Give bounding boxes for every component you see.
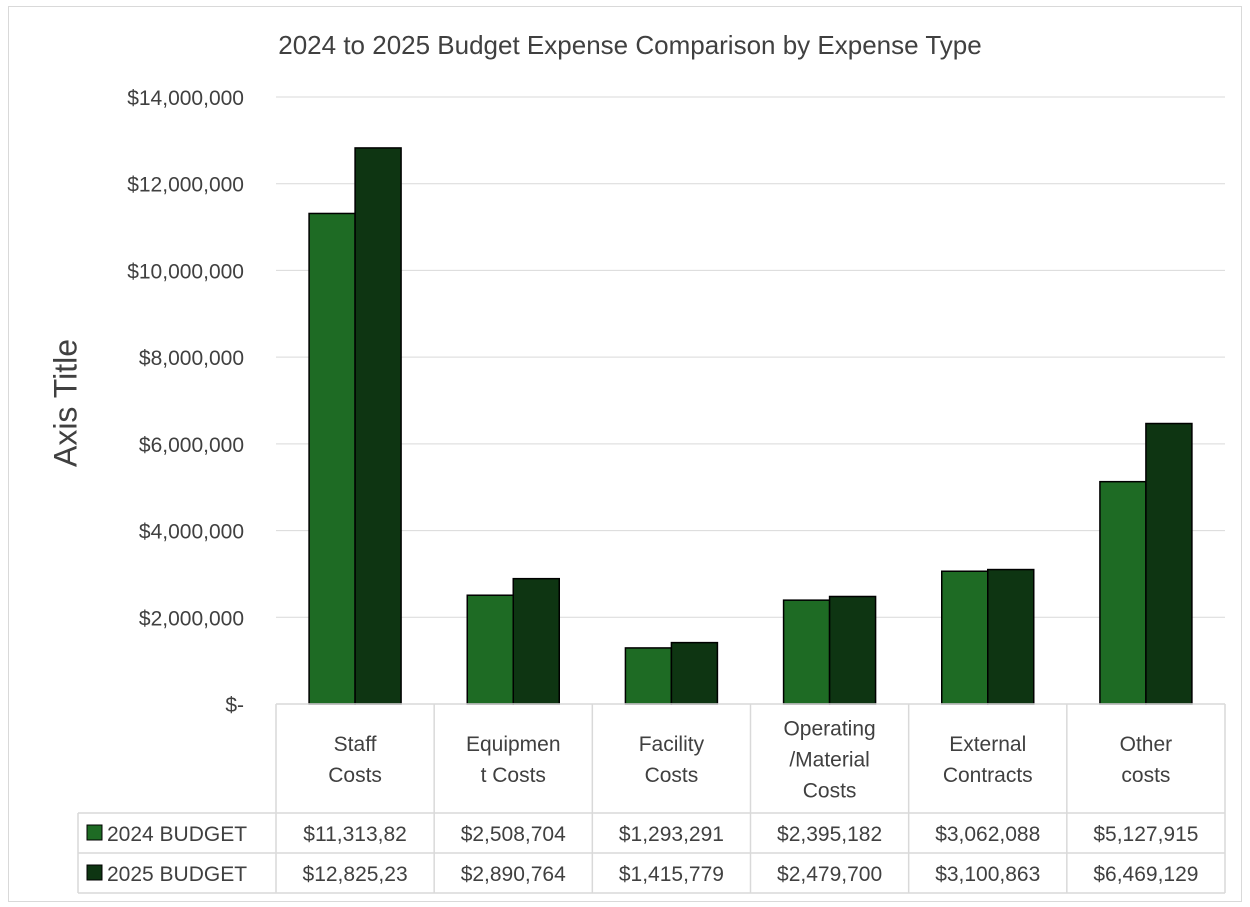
bar-2025 [1145, 422, 1193, 705]
data-table-value: $11,313,82 [303, 823, 407, 846]
data-table-value: $3,062,088 [935, 823, 1040, 846]
chart-frame [8, 6, 1242, 902]
bar-2024 [1099, 480, 1147, 705]
bar-2025 [670, 641, 719, 705]
y-tick-label: $10,000,000 [127, 260, 244, 283]
bar-2024 [624, 647, 673, 705]
legend-key-2024 [86, 824, 103, 841]
bar-2025 [987, 568, 1035, 705]
category-label: Costs [803, 780, 857, 803]
data-table-value: $2,890,764 [461, 863, 566, 886]
y-tick-label: $2,000,000 [139, 607, 244, 630]
bar-2024 [308, 212, 356, 705]
bar-2024 [941, 570, 989, 705]
bar-2024 [466, 594, 514, 705]
data-table-value: $12,825,23 [303, 863, 408, 886]
data-table-value: $3,100,863 [935, 863, 1040, 886]
category-label: Other [1120, 733, 1173, 756]
data-table-value: $1,293,291 [619, 823, 724, 846]
bar-2025 [354, 147, 402, 705]
bar-2024 [782, 599, 831, 705]
series-name: 2024 BUDGET [107, 823, 247, 846]
y-tick-label: $- [225, 694, 244, 717]
series-name: 2025 BUDGET [107, 863, 247, 886]
category-label: t Costs [481, 764, 546, 787]
category-label: Operating [783, 718, 875, 741]
category-label: Staff [334, 733, 377, 756]
y-tick-label: $12,000,000 [127, 174, 244, 197]
data-table-value: $6,469,129 [1093, 863, 1198, 886]
category-label: /Material [789, 749, 870, 772]
bar-2025 [828, 595, 877, 705]
data-table-value: $2,508,704 [461, 823, 566, 846]
y-tick-label: $14,000,000 [127, 87, 244, 110]
category-label: Contracts [943, 764, 1033, 787]
y-tick-label: $8,000,000 [139, 347, 244, 370]
category-label: External [949, 733, 1026, 756]
y-tick-label: $4,000,000 [139, 521, 244, 544]
y-tick-label: $6,000,000 [139, 434, 244, 457]
category-label: Costs [328, 764, 382, 787]
data-table-value: $2,479,700 [777, 863, 882, 886]
category-label: Facility [639, 733, 705, 756]
category-label: Costs [645, 764, 699, 787]
category-label: Equipmen [466, 733, 561, 756]
bar-2025 [512, 577, 560, 705]
data-table-value: $1,415,779 [619, 863, 724, 886]
data-table-value: $5,127,915 [1093, 823, 1198, 846]
data-table-value: $2,395,182 [777, 823, 882, 846]
chart-title: 2024 to 2025 Budget Expense Comparison b… [278, 30, 982, 60]
category-label: costs [1121, 764, 1170, 787]
legend-key-2025 [86, 864, 103, 881]
